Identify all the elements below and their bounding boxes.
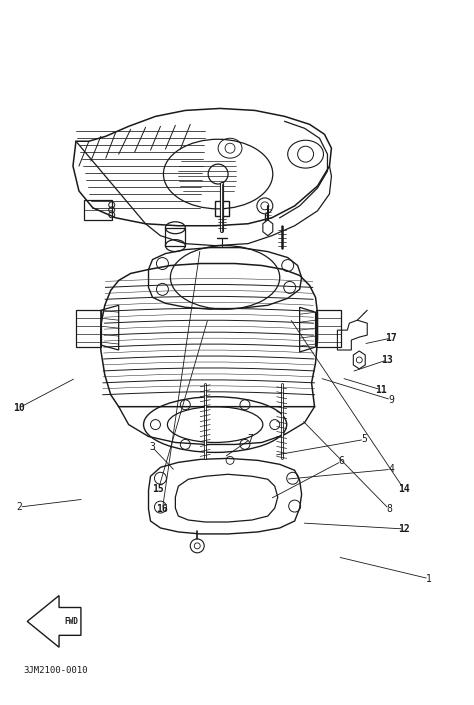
Text: 12: 12 <box>398 524 410 534</box>
Text: 13: 13 <box>381 355 393 365</box>
Text: 16: 16 <box>156 504 168 514</box>
Text: 1: 1 <box>426 574 432 584</box>
Text: FWD: FWD <box>64 617 78 626</box>
Text: 4: 4 <box>388 465 394 474</box>
Text: 2: 2 <box>16 502 22 512</box>
Text: 5: 5 <box>361 434 367 444</box>
Text: 14: 14 <box>398 484 410 494</box>
Text: 10: 10 <box>13 403 25 412</box>
Text: 7: 7 <box>247 434 253 444</box>
Text: 11: 11 <box>375 385 387 395</box>
Text: 8: 8 <box>386 504 392 514</box>
Text: 3: 3 <box>150 443 155 453</box>
Text: 15: 15 <box>153 484 164 494</box>
Text: 17: 17 <box>385 333 397 343</box>
Text: 6: 6 <box>338 456 344 467</box>
Text: 3JM2100-0010: 3JM2100-0010 <box>23 666 88 675</box>
Text: 9: 9 <box>388 395 394 405</box>
